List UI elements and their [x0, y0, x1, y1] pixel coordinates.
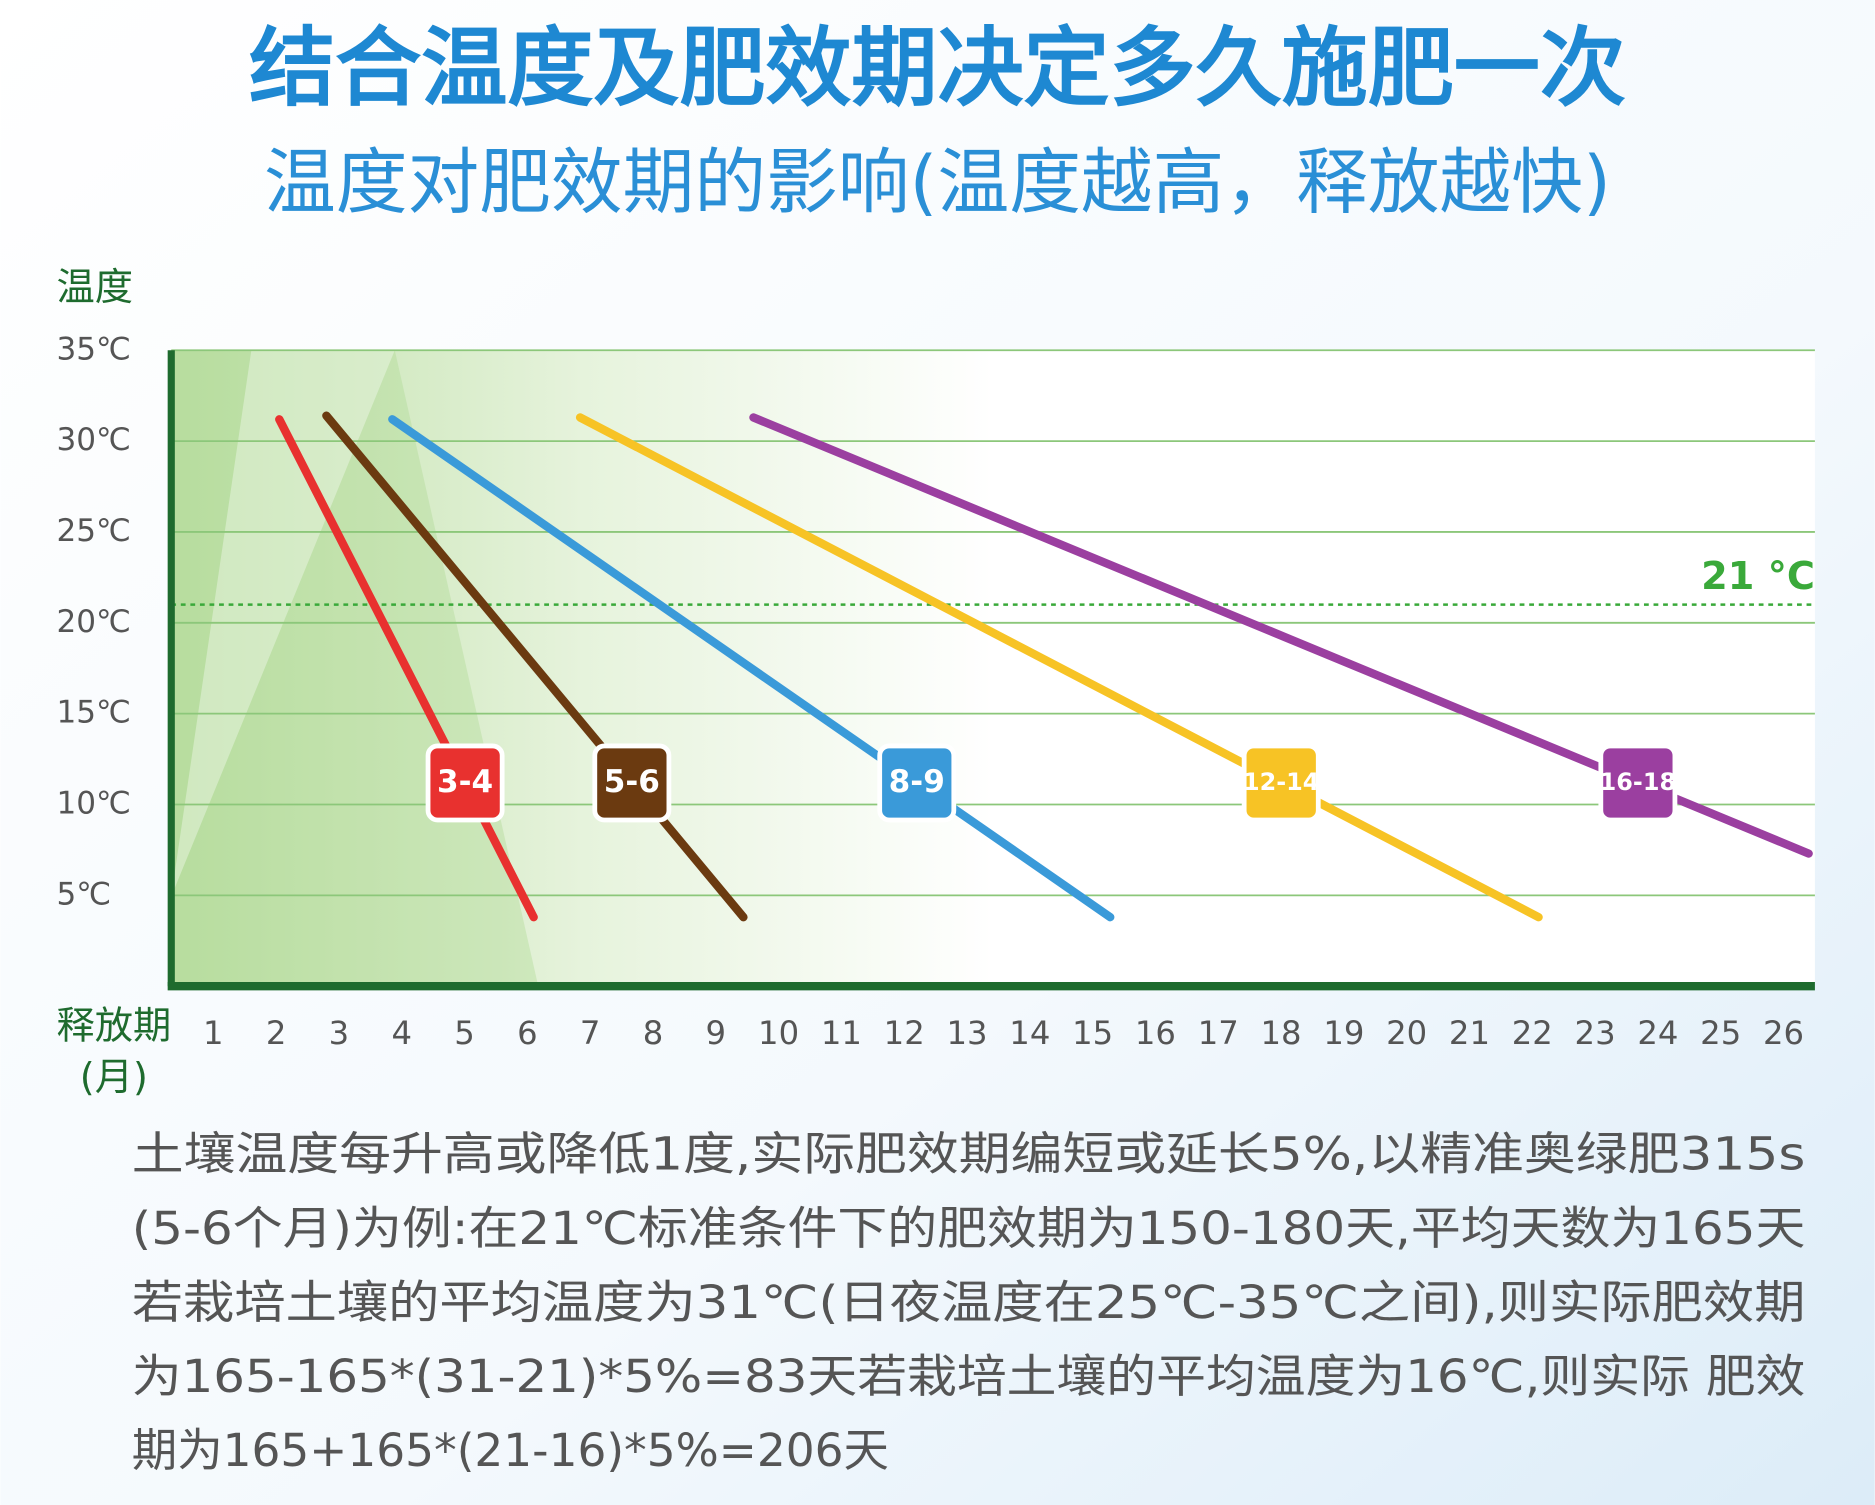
x-tick-label: 9	[706, 1014, 727, 1052]
x-tick-label: 2	[266, 1014, 287, 1052]
y-tick-label: 20℃	[56, 604, 130, 640]
x-tick-label: 8	[643, 1014, 664, 1052]
series-line	[275, 415, 538, 922]
x-tick-label: 13	[946, 1014, 987, 1052]
x-tick-label: 19	[1323, 1014, 1364, 1052]
y-tick-label: 35℃	[56, 331, 130, 367]
series-line	[575, 413, 1543, 922]
legend-badge	[592, 743, 672, 823]
x-tick-label: 6	[517, 1014, 538, 1052]
subtitle: 温度对肥效期的影响(温度越高，释放越快)	[264, 140, 1611, 224]
note-line: 为165-165*(31-21)*5%=83天若栽培土壤的平均温度为16℃,则实…	[132, 1350, 1806, 1403]
decor	[171, 350, 539, 987]
x-tick-label: 23	[1575, 1014, 1616, 1052]
series-line	[322, 411, 748, 922]
legend-badge	[1598, 743, 1678, 823]
legend-label: 16-18	[1600, 768, 1676, 796]
legend-badge	[1241, 743, 1321, 823]
x-tick-label: 5	[454, 1014, 475, 1052]
legend-label: 3-4	[437, 764, 493, 800]
x-tick-label: 7	[580, 1014, 601, 1052]
y-tick-label: 30℃	[56, 422, 130, 458]
x-tick-label: 17	[1198, 1014, 1239, 1052]
note-line: (5-6个月)为例:在21℃标准条件下的肥效期为150-180天,平均天数为16…	[132, 1202, 1806, 1255]
x-tick-label: 16	[1135, 1014, 1176, 1052]
y-tick-label: 25℃	[56, 513, 130, 549]
note-line: 若栽培土壤的平均温度为31℃(日夜温度在25℃-35℃之间),则实际肥效期	[132, 1276, 1806, 1329]
x-tick-label: 21	[1449, 1014, 1490, 1052]
x-axis-unit: (月)	[80, 1055, 148, 1100]
x-tick-label: 14	[1009, 1014, 1050, 1052]
y-tick-label: 15℃	[56, 695, 130, 731]
x-tick-label: 11	[821, 1014, 862, 1052]
y-tick-label: 5℃	[56, 876, 111, 912]
x-tick-label: 12	[884, 1014, 925, 1052]
x-tick-label: 4	[391, 1014, 412, 1052]
x-tick-label: 3	[329, 1014, 350, 1052]
x-axis-label: 释放期	[56, 1004, 171, 1049]
series-line	[388, 415, 1115, 922]
legend-badge	[877, 743, 957, 823]
legend-label: 12-14	[1243, 768, 1319, 796]
title: 结合温度及肥效期决定多久施肥一次	[249, 19, 1626, 119]
x-tick-label: 10	[758, 1014, 799, 1052]
x-tick-label: 15	[1072, 1014, 1113, 1052]
legend-label: 5-6	[604, 764, 660, 800]
y-axis-label: 温度	[56, 265, 132, 310]
note-line: 土壤温度每升高或降低1度,实际肥效期编短或延长5%,以精准奥绿肥315s	[132, 1128, 1806, 1181]
x-tick-label: 20	[1386, 1014, 1427, 1052]
x-tick-label: 26	[1763, 1014, 1804, 1052]
x-tick-label: 22	[1512, 1014, 1553, 1052]
note-line: 期为165+165*(21-16)*5%=206天	[132, 1424, 889, 1477]
legend-label: 8-9	[889, 764, 945, 800]
y-tick-label: 10℃	[56, 785, 130, 821]
x-tick-label: 24	[1637, 1014, 1678, 1052]
x-tick-label: 18	[1261, 1014, 1302, 1052]
x-tick-label: 25	[1700, 1014, 1741, 1052]
reference-label: 21 °C	[1701, 554, 1815, 599]
legend-badge	[425, 743, 505, 823]
x-tick-label: 1	[203, 1014, 224, 1052]
